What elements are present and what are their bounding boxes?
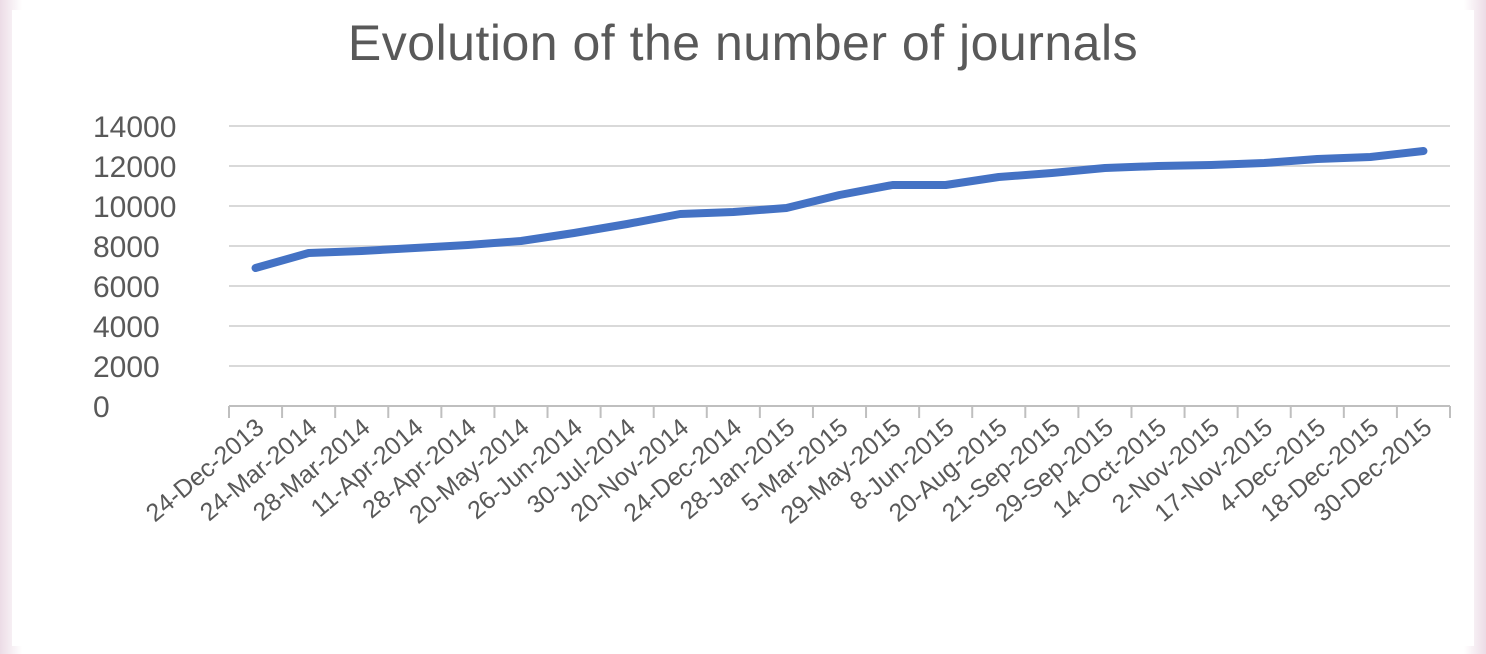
chart-area [12, 10, 1474, 646]
series-line [251, 147, 1428, 272]
y-tick-label: 10000 [93, 191, 176, 224]
y-tick-label: 14000 [93, 111, 176, 144]
y-tick-label: 12000 [93, 151, 176, 184]
chart-title: Evolution of the number of journals [347, 15, 1139, 71]
y-tick-label: 2000 [93, 351, 160, 384]
y-tick-label: 8000 [93, 231, 160, 264]
y-tick-label: 4000 [93, 311, 160, 344]
y-tick-label: 6000 [93, 271, 160, 304]
y-tick-label: 0 [93, 391, 110, 424]
